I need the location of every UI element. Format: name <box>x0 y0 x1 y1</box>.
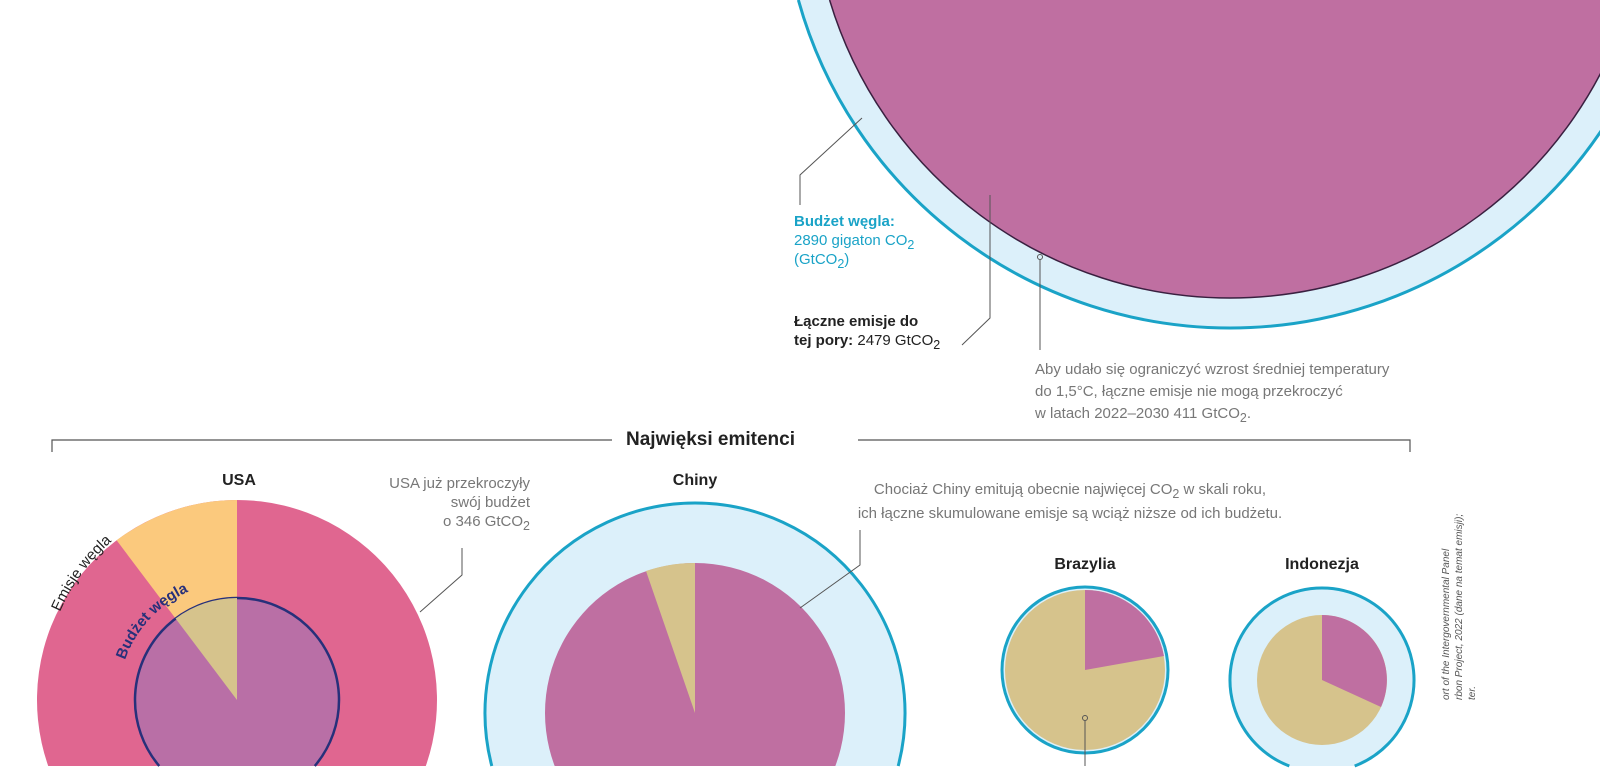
brazil-dot <box>1082 715 1088 721</box>
credits: ort of the Intergovernmental Panel rbon P… <box>1441 513 1478 700</box>
usa-leader-line <box>419 548 463 613</box>
brazil-emissions-wedge <box>1085 589 1164 670</box>
remaining-dot <box>1037 254 1043 260</box>
emissions-leader-line <box>961 195 991 346</box>
china-leader-line <box>799 530 861 609</box>
indonesia-emissions-wedge <box>1322 615 1387 707</box>
section-title: Najwięksi emitenci <box>626 429 795 450</box>
global-emissions-circle <box>828 0 1600 299</box>
china-note: Chociaż Chiny emitują obecnie najwięcej … <box>857 481 1283 522</box>
brazil-title: Brazylia <box>1054 556 1116 573</box>
note-line-3: w latach 2022–2030 411 GtCO2. <box>1035 405 1251 425</box>
budget-value: 2890 gigaton CO2 <box>794 232 915 252</box>
budget-leader-line <box>799 117 863 205</box>
indonesia-title: Indonezja <box>1285 556 1359 573</box>
emissions-value: tej pory: 2479 GtCO2 <box>794 332 941 352</box>
china-remaining-wedge <box>646 562 695 713</box>
section-bracket-right <box>858 439 1411 452</box>
note-line-2: do 1,5°C, łączne emisje nie mogą przekro… <box>1035 383 1343 400</box>
budget-unit: (GtCO2) <box>794 251 850 271</box>
note-line-1: Aby udało się ograniczyć wzrost średniej… <box>1035 361 1390 378</box>
section-bracket-left <box>51 439 612 452</box>
usa-title: USA <box>222 472 256 489</box>
china-title: Chiny <box>672 472 718 489</box>
emissions-label: Łączne emisje do <box>794 313 919 330</box>
usa-note: USA już przekroczyły swój budżet o 346 GtC… <box>389 475 530 533</box>
usa-inner-wedge <box>175 598 237 700</box>
budget-title: Budżet węgla: <box>794 213 895 230</box>
